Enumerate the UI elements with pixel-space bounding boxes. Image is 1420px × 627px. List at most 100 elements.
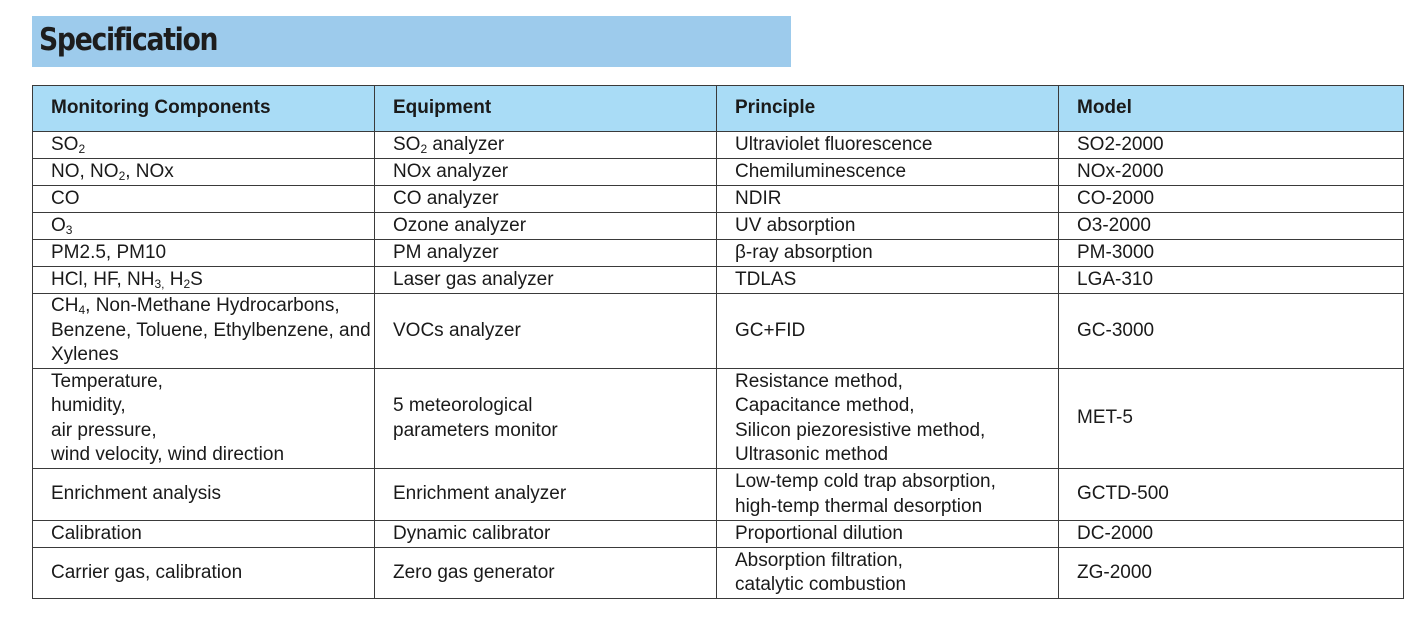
cell-monitoring-component: Calibration bbox=[32, 520, 375, 548]
component-text: CO bbox=[51, 187, 80, 209]
component-line: wind velocity, wind direction bbox=[51, 444, 285, 465]
table-row: O3 Ozone analyzer UV absorption O3-2000 bbox=[32, 212, 1404, 240]
principle-line: Chemiluminescence bbox=[735, 160, 907, 182]
cell-equipment: SO2 analyzer bbox=[374, 131, 717, 159]
principle-line: Low-temp cold trap absorption, bbox=[735, 471, 996, 492]
component-text: PM2.5, PM10 bbox=[51, 241, 167, 263]
equipment-text: SO2 analyzer bbox=[393, 133, 505, 156]
component-line: air pressure, bbox=[51, 419, 157, 441]
subscript: 3, bbox=[154, 276, 165, 291]
table-row: Calibration Dynamic calibrator Proportiona… bbox=[32, 520, 1404, 548]
component-text: HCl, HF, NH3, H bbox=[51, 268, 184, 291]
subscript: 2 bbox=[118, 168, 126, 183]
header-principle: Principle bbox=[716, 85, 1059, 132]
cell-model: O3-2000 bbox=[1058, 212, 1404, 240]
table-row: Enrichment analysis Enrichment analyzer Lo… bbox=[32, 468, 1404, 521]
cell-monitoring-component: SO2 bbox=[32, 131, 375, 159]
component-text: O3 bbox=[51, 214, 73, 237]
table-row: Carrier gas, calibration Zero gas generat… bbox=[32, 547, 1404, 599]
table-row: SO2 SO2 analyzer Ultraviolet fluorescence S… bbox=[32, 131, 1404, 159]
cell-monitoring-component: O3 bbox=[32, 212, 375, 240]
table-row: HCl, HF, NH3, H2S Laser gas analyzer TDLAS… bbox=[32, 266, 1404, 294]
principle-line: Absorption filtration, bbox=[735, 549, 903, 571]
cell-model: LGA-310 bbox=[1058, 266, 1404, 294]
header-equipment: Equipment bbox=[374, 85, 717, 132]
cell-equipment: Zero gas generator bbox=[374, 547, 717, 599]
principle-line: Ultrasonic method bbox=[735, 444, 889, 465]
cell-model: NOx-2000 bbox=[1058, 158, 1404, 186]
equipment-text: NOx analyzer bbox=[393, 160, 509, 182]
cell-model: ZG-2000 bbox=[1058, 547, 1404, 599]
cell-principle: Absorption filtration, catalytic combusti… bbox=[716, 547, 1059, 599]
cell-principle: β-ray absorption bbox=[716, 239, 1059, 267]
header-row: Monitoring Components Equipment Principl… bbox=[32, 85, 1404, 132]
subscript: 2 bbox=[183, 276, 191, 291]
equipment-text: CO analyzer bbox=[393, 187, 499, 209]
component-text: NO, NO2, NOx bbox=[51, 160, 174, 183]
table-row: NO, NO2, NOx NOx analyzer Chemiluminescenc… bbox=[32, 158, 1404, 186]
specification-table: Monitoring Components Equipment Principl… bbox=[32, 85, 1404, 599]
component-line: Enrichment analysis bbox=[51, 483, 222, 505]
cell-monitoring-component: CO bbox=[32, 185, 375, 213]
cell-model: SO2-2000 bbox=[1058, 131, 1404, 159]
cell-principle: TDLAS bbox=[716, 266, 1059, 294]
table-row: CH4, Non-Methane Hydrocarbons, Benzene, … bbox=[32, 293, 1404, 369]
table-row: PM2.5, PM10 PM analyzer β-ray absorption PM… bbox=[32, 239, 1404, 267]
cell-principle: UV absorption bbox=[716, 212, 1059, 240]
principle-line: Capacitance method, bbox=[735, 395, 915, 416]
cell-monitoring-component: HCl, HF, NH3, H2S bbox=[32, 266, 375, 294]
equipment-line: Enrichment analyzer bbox=[393, 483, 567, 505]
principle-line: β-ray absorption bbox=[735, 241, 873, 263]
principle-line: UV absorption bbox=[735, 214, 856, 236]
cell-monitoring-component: CH4, Non-Methane Hydrocarbons, Benzene, … bbox=[32, 293, 375, 369]
cell-equipment: VOCs analyzer bbox=[374, 293, 717, 369]
cell-model: MET-5 bbox=[1058, 368, 1404, 469]
equipment-line: parameters monitor bbox=[393, 419, 558, 441]
component-line: Carrier gas, calibration bbox=[51, 561, 243, 583]
cell-monitoring-component: PM2.5, PM10 bbox=[32, 239, 375, 267]
principle-line: catalytic combustion bbox=[735, 574, 907, 595]
cell-equipment: Dynamic calibrator bbox=[374, 520, 717, 548]
cell-equipment: Laser gas analyzer bbox=[374, 266, 717, 294]
cell-principle: Low-temp cold trap absorption, high-temp … bbox=[716, 468, 1059, 521]
cell-model: GCTD-500 bbox=[1058, 468, 1404, 521]
table-row: Temperature, humidity, air pressure, wind v… bbox=[32, 368, 1404, 469]
cell-monitoring-component: Enrichment analysis bbox=[32, 468, 375, 521]
subscript: 3 bbox=[65, 222, 73, 237]
cell-principle: NDIR bbox=[716, 185, 1059, 213]
equipment-text: VOCs analyzer bbox=[393, 319, 521, 341]
cell-model: CO-2000 bbox=[1058, 185, 1404, 213]
principle-line: Ultraviolet fluorescence bbox=[735, 133, 933, 155]
cell-principle: GC+FID bbox=[716, 293, 1059, 369]
title-banner: Specification bbox=[32, 16, 791, 67]
equipment-text: PM analyzer bbox=[393, 241, 499, 263]
component-text: 2S bbox=[183, 268, 203, 291]
component-text: CH4, Non-Methane Hydrocarbons, Benzene, … bbox=[51, 295, 371, 366]
principle-line: high-temp thermal desorption bbox=[735, 495, 983, 517]
equipment-text: Ozone analyzer bbox=[393, 214, 527, 236]
cell-model: GC-3000 bbox=[1058, 293, 1404, 369]
component-line: Temperature, bbox=[51, 370, 163, 392]
component-line: humidity, bbox=[51, 395, 126, 416]
principle-line: Resistance method, bbox=[735, 370, 903, 392]
page-title: Specification bbox=[39, 22, 219, 58]
cell-model: PM-3000 bbox=[1058, 239, 1404, 267]
equipment-text: Laser gas analyzer bbox=[393, 268, 554, 290]
subscript: 2 bbox=[420, 141, 428, 156]
cell-monitoring-component: NO, NO2, NOx bbox=[32, 158, 375, 186]
header-model: Model bbox=[1058, 85, 1404, 132]
cell-monitoring-component: Carrier gas, calibration bbox=[32, 547, 375, 599]
cell-equipment: CO analyzer bbox=[374, 185, 717, 213]
cell-principle: Ultraviolet fluorescence bbox=[716, 131, 1059, 159]
component-text: SO2 bbox=[51, 133, 86, 156]
cell-monitoring-component: Temperature, humidity, air pressure, wind v… bbox=[32, 368, 375, 469]
principle-line: TDLAS bbox=[735, 268, 797, 290]
component-line: Calibration bbox=[51, 522, 142, 544]
principle-line: Proportional dilution bbox=[735, 522, 903, 544]
cell-principle: Proportional dilution bbox=[716, 520, 1059, 548]
equipment-line: 5 meteorological bbox=[393, 395, 533, 416]
cell-equipment: 5 meteorological parameters monitor bbox=[374, 368, 717, 469]
cell-model: DC-2000 bbox=[1058, 520, 1404, 548]
cell-equipment: NOx analyzer bbox=[374, 158, 717, 186]
principle-line: GC+FID bbox=[735, 319, 806, 341]
